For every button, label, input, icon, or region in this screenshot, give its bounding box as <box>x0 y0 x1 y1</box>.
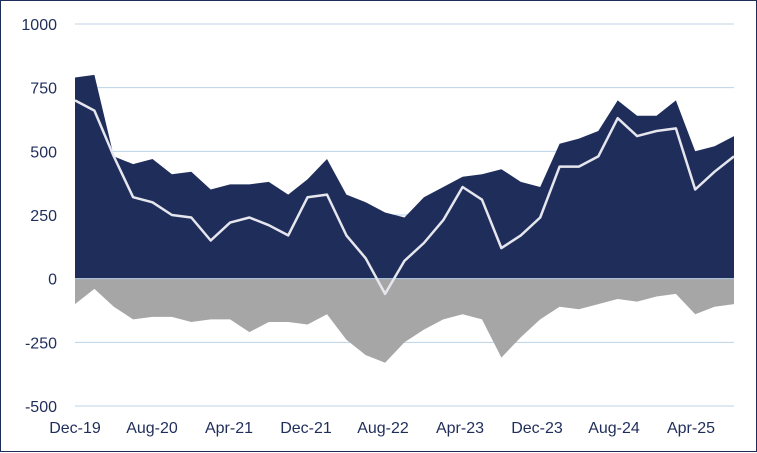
y-tick-label: 250 <box>30 208 57 225</box>
x-tick-label: Aug-20 <box>126 420 178 437</box>
y-tick-labels: 1000 750 500 250 0 -250 -500 <box>21 17 57 416</box>
areas <box>75 74 734 363</box>
x-tick-label: Aug-24 <box>588 420 640 437</box>
y-tick-label: 1000 <box>21 17 57 34</box>
x-tick-label: Apr-25 <box>667 420 715 437</box>
net-line <box>74 99 735 296</box>
long-area <box>75 74 734 279</box>
x-tick-label: Aug-22 <box>357 420 409 437</box>
y-tick-label: -500 <box>25 399 57 416</box>
x-tick-label: Dec-23 <box>511 420 563 437</box>
y-tick-label: 0 <box>48 272 57 289</box>
x-tick-label: Apr-23 <box>436 420 484 437</box>
short-area <box>75 278 734 363</box>
y-tick-label: 500 <box>30 144 57 161</box>
x-tick-label: Dec-21 <box>280 420 332 437</box>
x-tick-label: Apr-21 <box>205 420 253 437</box>
x-tick-label: Dec-19 <box>49 420 101 437</box>
net-line-layer <box>74 99 735 296</box>
y-tick-label: -250 <box>25 335 57 352</box>
x-tick-labels: Dec-19 Aug-20 Apr-21 Dec-21 Aug-22 Apr-23 Dec-… <box>49 420 715 437</box>
y-tick-label: 750 <box>30 81 57 98</box>
